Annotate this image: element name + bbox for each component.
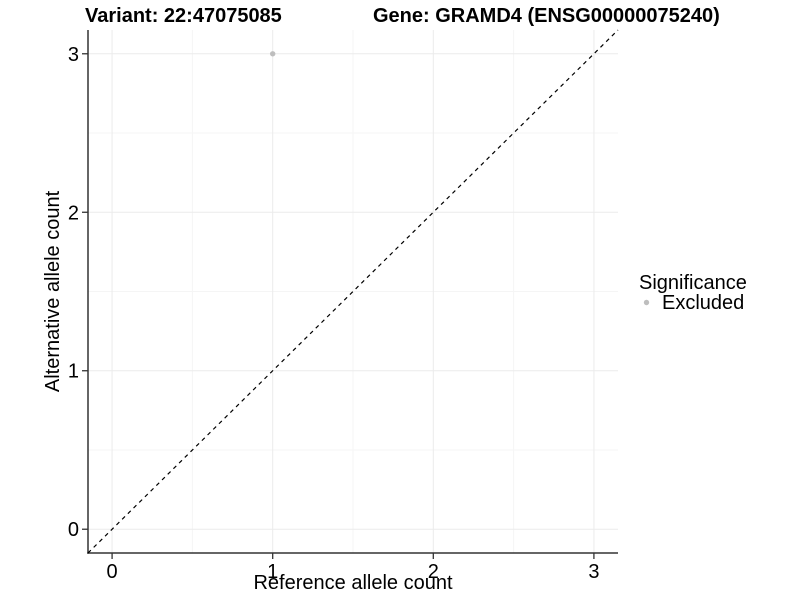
x-tick-label: 2 <box>428 561 439 583</box>
x-tick-label: 3 <box>588 561 599 583</box>
x-axis-title: Reference allele count <box>253 572 452 594</box>
y-axis-title: Alternative allele count <box>42 190 64 392</box>
x-tick-label: 0 <box>107 561 118 583</box>
tick-label-layer: 0 1 2 3 0 1 2 3 <box>68 44 600 583</box>
y-tick-label: 0 <box>68 519 79 541</box>
gene-title: Gene: GRAMD4 (ENSG00000075240) <box>373 5 720 27</box>
y-tick-label: 2 <box>68 202 79 224</box>
x-tick-label: 1 <box>267 561 278 583</box>
data-point <box>269 51 276 57</box>
y-tick-label: 1 <box>68 361 79 383</box>
y-tick-label: 3 <box>68 44 79 66</box>
legend-title: Significance <box>639 272 747 294</box>
axis-layer <box>82 30 618 559</box>
legend-item-label: Excluded <box>662 292 744 314</box>
legend-key-point-icon <box>643 299 650 306</box>
legend: Significance Excluded <box>639 272 747 314</box>
geom-layer <box>87 29 619 554</box>
variant-title: Variant: 22:47075085 <box>85 5 282 27</box>
grid-layer <box>88 30 618 553</box>
